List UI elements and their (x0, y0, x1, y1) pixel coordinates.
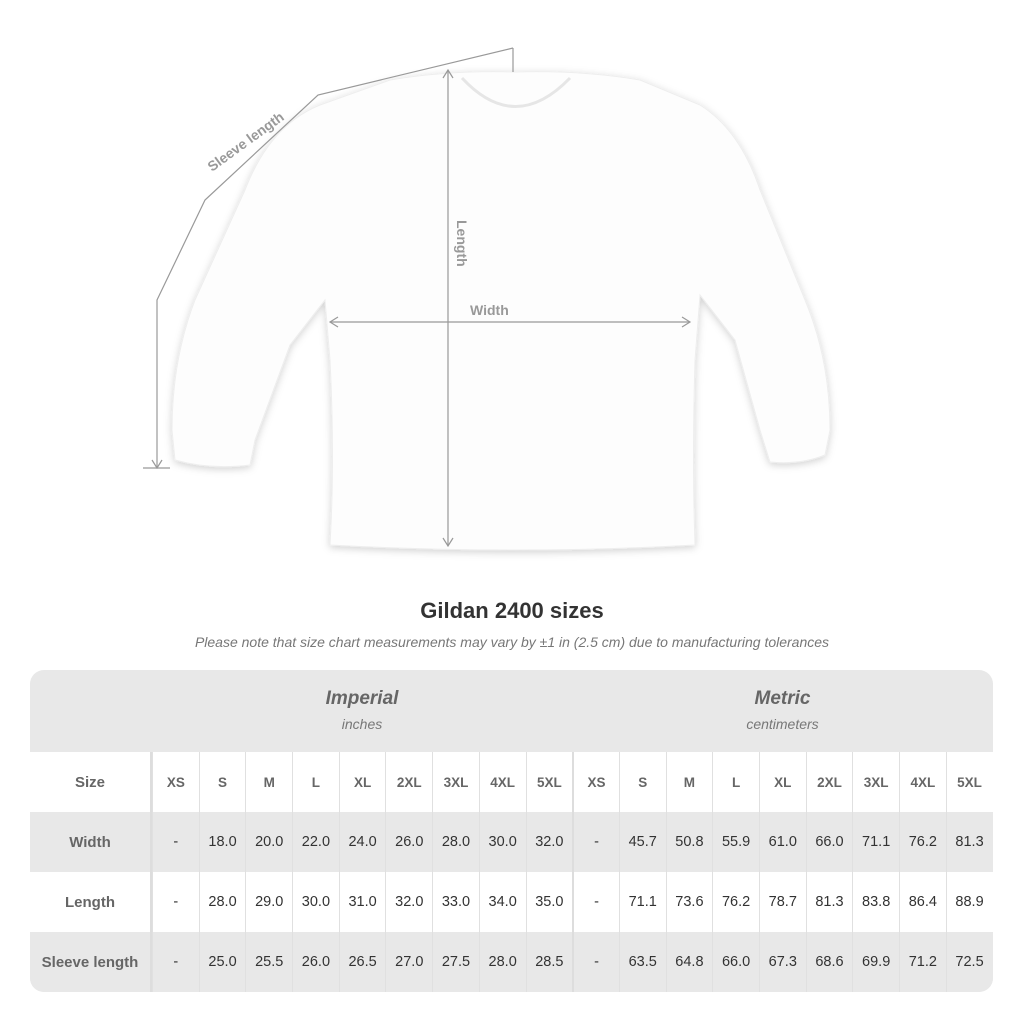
length-label: Length (454, 220, 470, 267)
metric-size-header: 2XL (805, 752, 853, 812)
imperial-heading: Imperial (325, 688, 399, 709)
metric-value-cell: 76.2 (899, 812, 946, 872)
metric-value-cell: 72.5 (945, 932, 993, 992)
imperial-value-cell: 28.5 (525, 932, 573, 992)
metric-value-cell: 67.3 (758, 932, 806, 992)
size-header-row: Size XS S M L XL 2XL 3XL 4XL 5XL XS S M L XL 2XL 3XL 4XL… (30, 752, 993, 812)
imperial-header: Imperial inches (152, 670, 572, 752)
imperial-size-header: XS (152, 752, 199, 812)
imperial-value-cell: 30.0 (478, 812, 526, 872)
imperial-value-cell: 32.0 (525, 812, 573, 872)
imperial-value-cell: 25.5 (245, 932, 292, 992)
imperial-value-cell: - (152, 872, 199, 932)
metric-value-cell: 66.0 (805, 812, 853, 872)
row-label: Length (30, 872, 152, 932)
imperial-size-header: S (198, 752, 246, 812)
width-label: Width (470, 302, 509, 318)
metric-value-cell: 81.3 (945, 812, 993, 872)
imperial-size-header: 3XL (432, 752, 479, 812)
imperial-value-cell: 28.0 (478, 932, 526, 992)
metric-value-cell: 63.5 (618, 932, 666, 992)
imperial-value-cell: 28.0 (198, 872, 246, 932)
imperial-value-cell: 31.0 (338, 872, 386, 932)
imperial-size-header: 4XL (478, 752, 526, 812)
imperial-value-cell: 33.0 (432, 872, 479, 932)
table-row: Length -28.0 29.0 30.0 31.0 32.0 33.0 34.0 35.0-… (30, 872, 993, 932)
metric-value-cell: 71.1 (852, 812, 899, 872)
imperial-size-header: XL (338, 752, 386, 812)
metric-value-cell: - (572, 872, 619, 932)
imperial-value-cell: - (152, 812, 199, 872)
metric-value-cell: 64.8 (665, 932, 713, 992)
imperial-value-cell: 22.0 (292, 812, 339, 872)
imperial-size-header: 5XL (525, 752, 573, 812)
metric-heading: Metric (754, 688, 811, 709)
imperial-value-cell: 29.0 (245, 872, 292, 932)
size-table: Imperial inches Metric centimeters Size … (30, 670, 993, 992)
imperial-value-cell: 24.0 (338, 812, 386, 872)
shirt-diagram: Sleeve length Length Width (143, 47, 831, 551)
metric-value-cell: 83.8 (852, 872, 899, 932)
metric-value-cell: 68.6 (805, 932, 853, 992)
metric-value-cell: - (572, 932, 619, 992)
metric-value-cell: 86.4 (899, 872, 946, 932)
metric-value-cell: 69.9 (852, 932, 899, 992)
table-row: Width -18.0 20.0 22.0 24.0 26.0 28.0 30.0 32.0-4… (30, 812, 993, 872)
metric-value-cell: - (572, 812, 619, 872)
metric-value-cell: 66.0 (712, 932, 759, 992)
metric-value-cell: 78.7 (758, 872, 806, 932)
imperial-value-cell: 27.0 (385, 932, 432, 992)
metric-size-header: XS (572, 752, 619, 812)
metric-value-cell: 71.1 (618, 872, 666, 932)
metric-value-cell: 45.7 (618, 812, 666, 872)
metric-size-header: S (618, 752, 666, 812)
metric-value-cell: 81.3 (805, 872, 853, 932)
tolerance-note: Please note that size chart measurements… (194, 634, 830, 650)
metric-size-header: M (665, 752, 713, 812)
metric-unit: centimeters (746, 716, 819, 732)
imperial-value-cell: 34.0 (478, 872, 526, 932)
shirt-illustration (171, 71, 831, 551)
imperial-value-cell: 32.0 (385, 872, 432, 932)
imperial-value-cell: 26.0 (292, 932, 339, 992)
imperial-value-cell: - (152, 932, 199, 992)
imperial-value-cell: 30.0 (292, 872, 339, 932)
metric-value-cell: 88.9 (945, 872, 993, 932)
metric-value-cell: 55.9 (712, 812, 759, 872)
imperial-value-cell: 35.0 (525, 872, 573, 932)
metric-value-cell: 61.0 (758, 812, 806, 872)
imperial-value-cell: 26.0 (385, 812, 432, 872)
metric-value-cell: 50.8 (665, 812, 713, 872)
metric-header: Metric centimeters (572, 670, 993, 752)
metric-size-header: 4XL (899, 752, 946, 812)
imperial-value-cell: 26.5 (338, 932, 386, 992)
imperial-value-cell: 27.5 (432, 932, 479, 992)
imperial-value-cell: 28.0 (432, 812, 479, 872)
metric-value-cell: 73.6 (665, 872, 713, 932)
sleeve-measure-line (156, 47, 514, 468)
metric-value-cell: 71.2 (899, 932, 946, 992)
imperial-size-header: 2XL (385, 752, 432, 812)
imperial-value-cell: 20.0 (245, 812, 292, 872)
metric-value-cell: 76.2 (712, 872, 759, 932)
table-row: Sleeve length -25.0 25.5 26.0 26.5 27.0 27.5 28… (30, 932, 993, 992)
imperial-value-cell: 25.0 (198, 932, 246, 992)
metric-size-header: 3XL (852, 752, 899, 812)
metric-size-header: 5XL (945, 752, 993, 812)
row-label: Sleeve length (30, 932, 152, 992)
imperial-size-header: L (292, 752, 339, 812)
metric-size-header: L (712, 752, 759, 812)
size-label: Size (30, 752, 152, 812)
row-label: Width (30, 812, 152, 872)
imperial-size-header: M (245, 752, 292, 812)
metric-size-header: XL (758, 752, 806, 812)
imperial-value-cell: 18.0 (198, 812, 246, 872)
imperial-unit: inches (341, 716, 383, 732)
page-title: Gildan 2400 sizes (420, 598, 604, 623)
